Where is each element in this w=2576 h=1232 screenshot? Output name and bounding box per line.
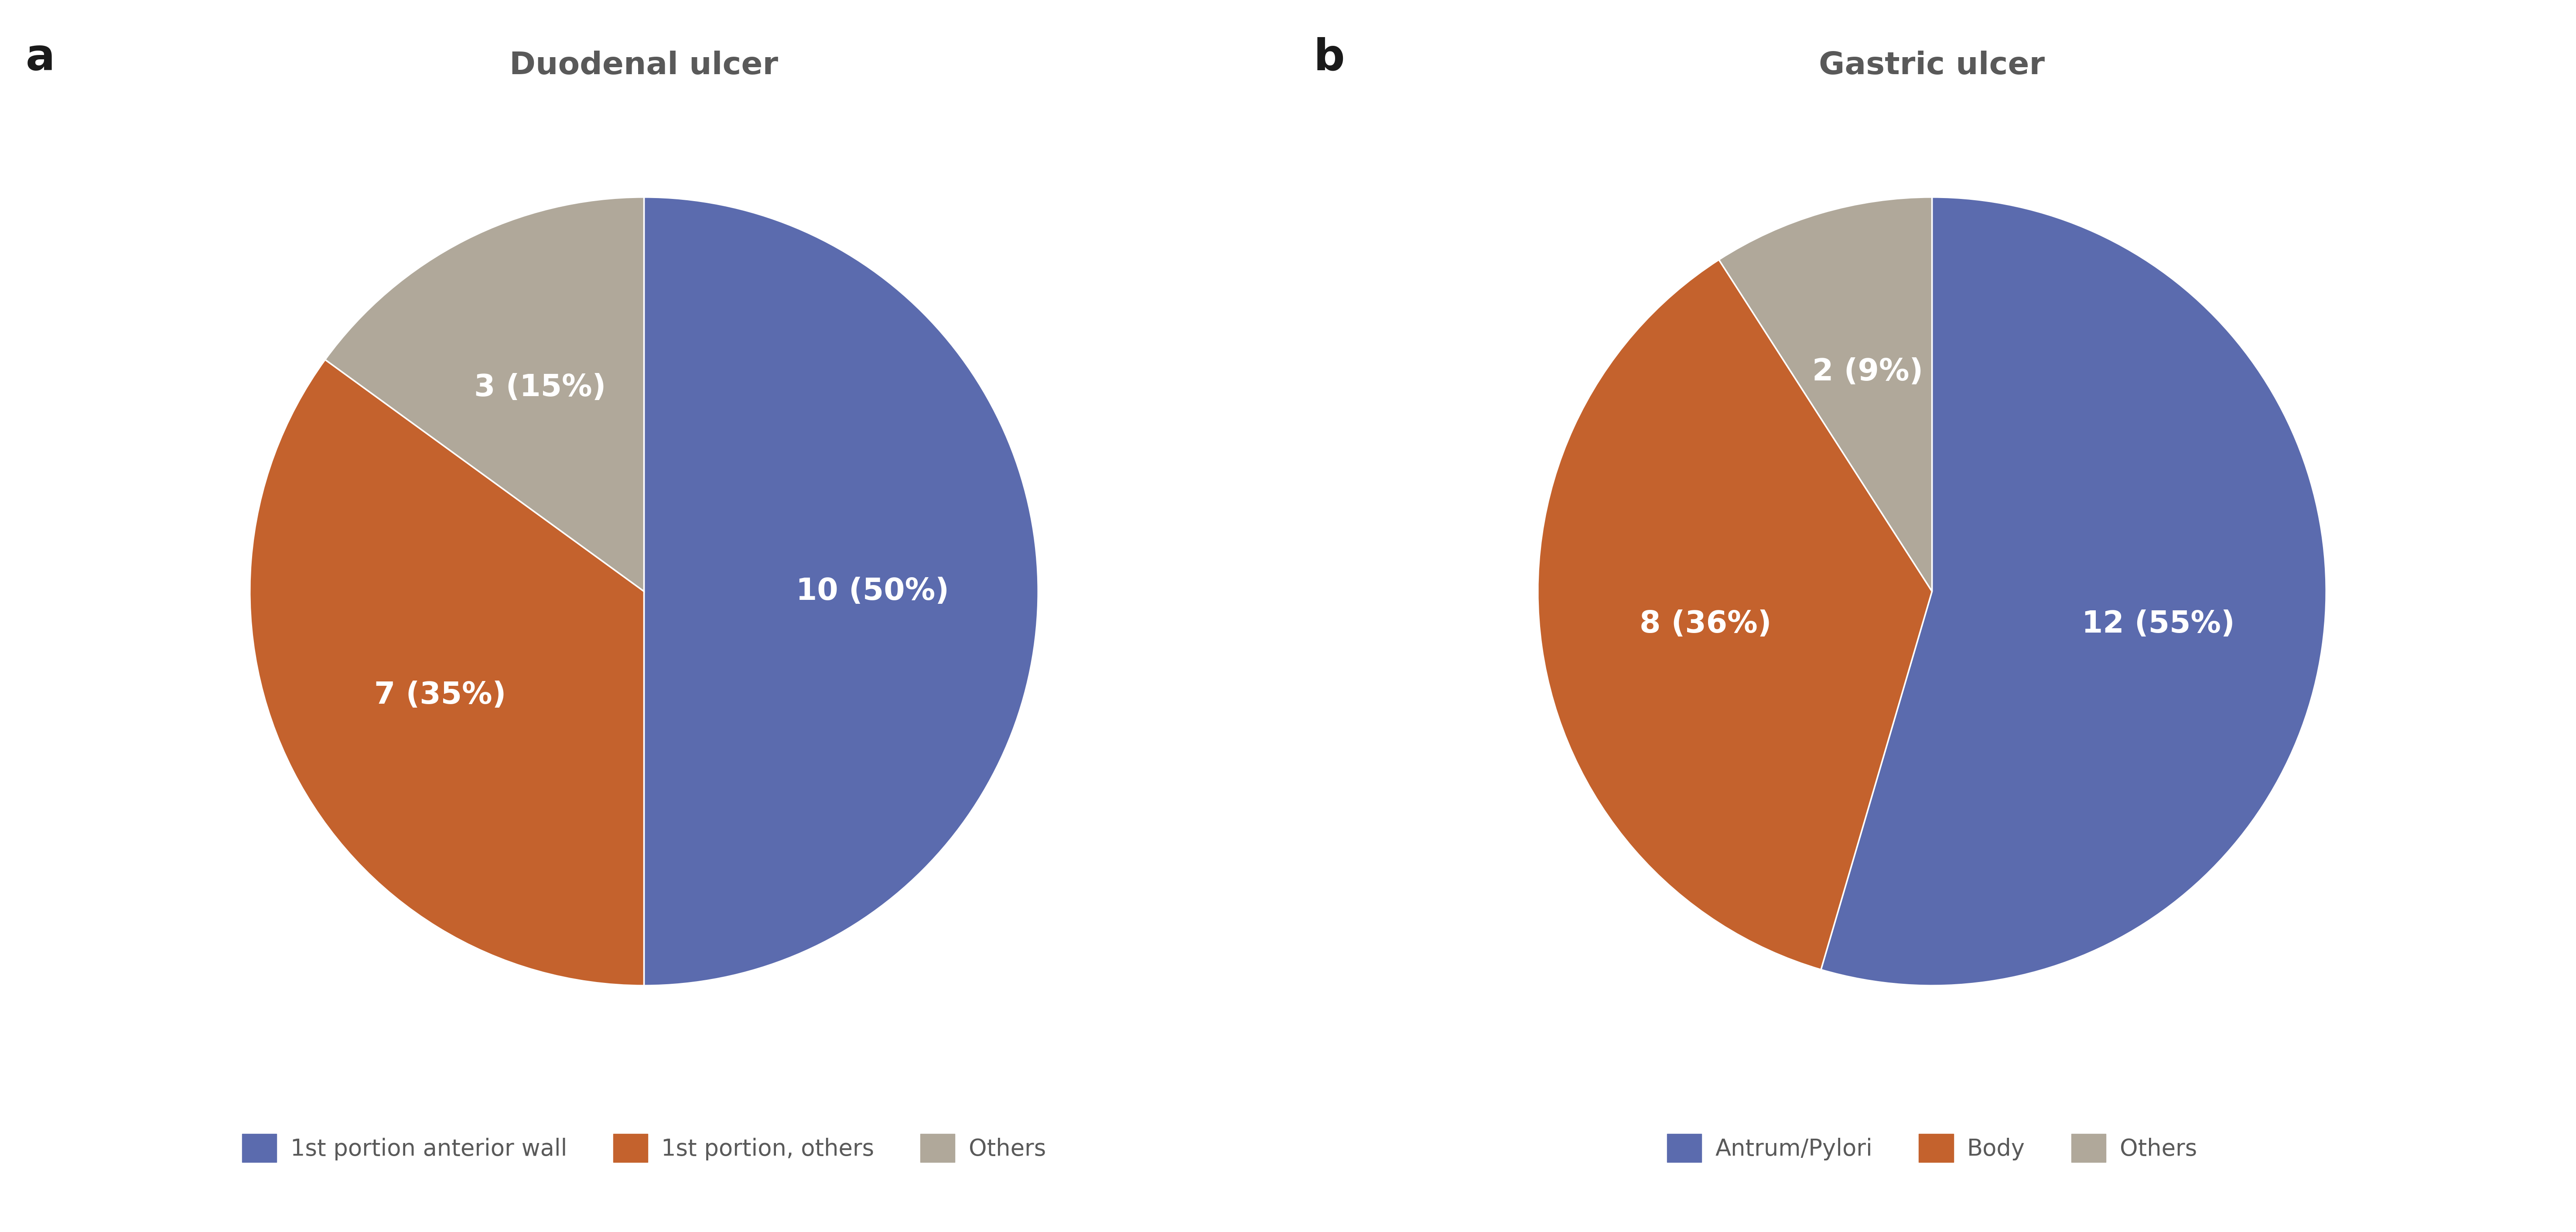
Text: 12 (55%): 12 (55%) <box>2081 610 2236 638</box>
Wedge shape <box>1821 197 2326 986</box>
Wedge shape <box>644 197 1038 986</box>
Title: Gastric ulcer: Gastric ulcer <box>1819 51 2045 81</box>
Text: 2 (9%): 2 (9%) <box>1811 357 1924 387</box>
Wedge shape <box>250 360 644 986</box>
Legend: 1st portion anterior wall, 1st portion, others, Others: 1st portion anterior wall, 1st portion, … <box>232 1125 1056 1172</box>
Text: 8 (36%): 8 (36%) <box>1641 610 1772 638</box>
Wedge shape <box>1538 260 1932 970</box>
Wedge shape <box>1718 197 1932 591</box>
Wedge shape <box>325 197 644 591</box>
Title: Duodenal ulcer: Duodenal ulcer <box>510 51 778 81</box>
Text: 3 (15%): 3 (15%) <box>474 373 605 402</box>
Text: 10 (50%): 10 (50%) <box>796 577 948 606</box>
Text: a: a <box>26 37 54 79</box>
Text: 7 (35%): 7 (35%) <box>374 680 507 710</box>
Legend: Antrum/Pylori, Body, Others: Antrum/Pylori, Body, Others <box>1659 1125 2205 1172</box>
Text: b: b <box>1314 37 1345 79</box>
